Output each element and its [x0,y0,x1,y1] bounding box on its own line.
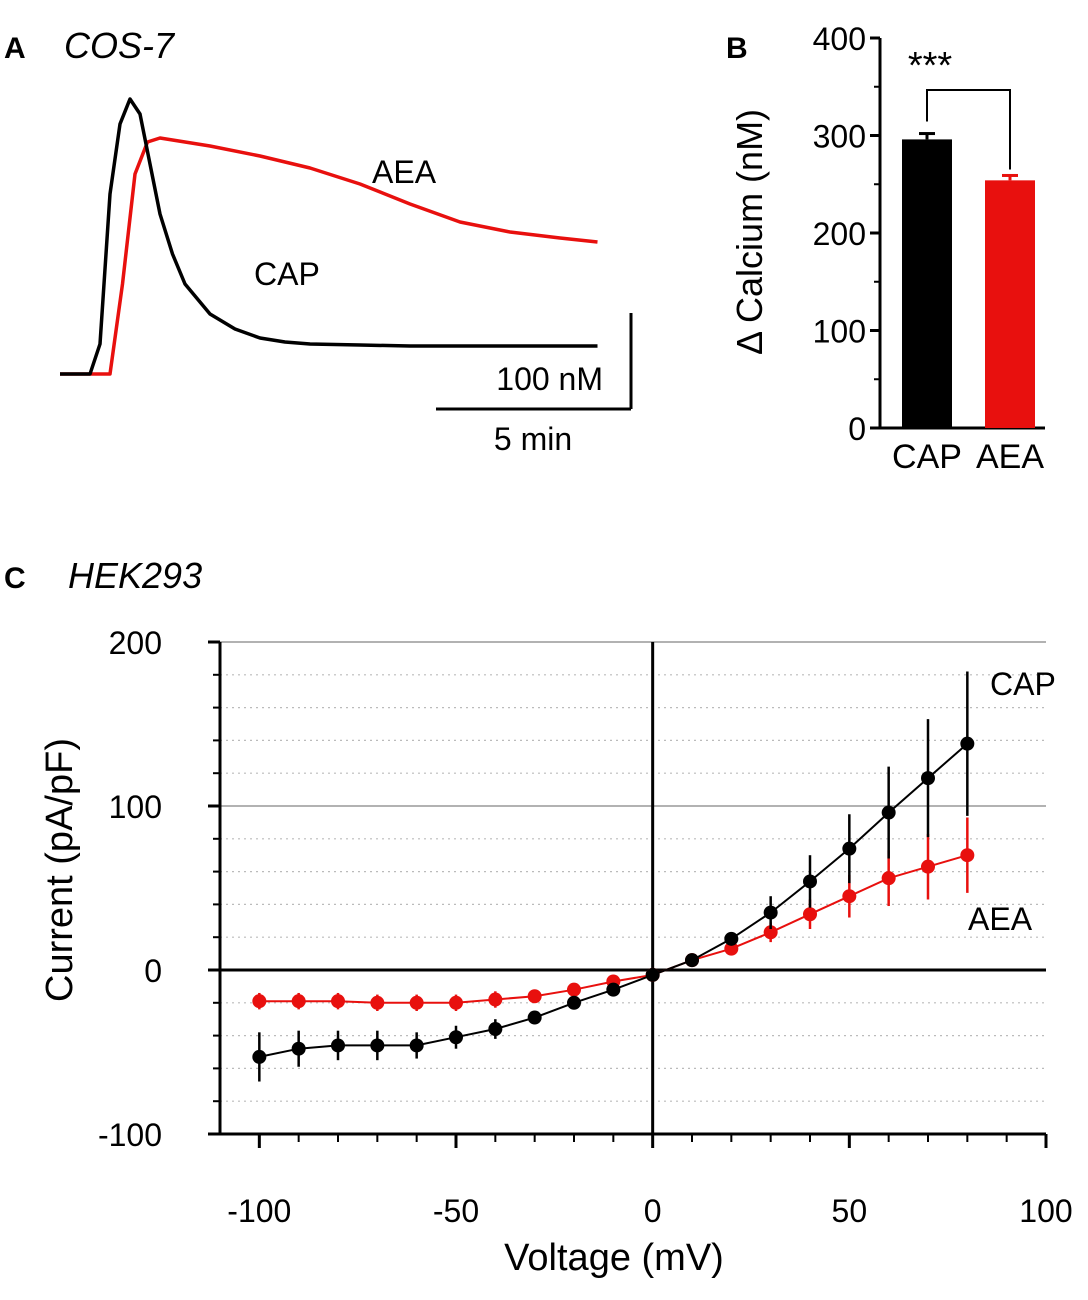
point-cap [488,1022,503,1037]
y-tick-label: 0 [144,953,162,989]
y-tick-label: 100 [109,789,162,825]
point-aea [291,994,306,1009]
point-aea [527,989,542,1004]
bar-cap [902,139,952,428]
point-aea [763,925,778,940]
panel-b-tick-label: 100 [813,314,866,350]
point-aea [370,995,385,1010]
x-tick-label: -100 [227,1193,291,1229]
x-tick-label: 0 [644,1193,662,1229]
panel-c-label-cap: CAP [990,666,1056,702]
point-aea [724,941,739,956]
point-cap [645,967,660,982]
x-tick-label: -50 [433,1193,479,1229]
y-tick-label: 200 [109,625,162,661]
panel-c-xlabel: Voltage (mV) [504,1237,724,1279]
y-tick-label: -100 [98,1117,162,1153]
panel-b-significance: *** [908,45,953,87]
point-aea [449,995,463,1010]
point-cap [921,771,935,786]
point-cap [881,805,896,820]
significance-bracket [926,89,1011,170]
point-cap [606,982,621,997]
panel-a-letter: A [4,32,26,65]
panel-b-letter: B [726,32,748,65]
point-cap [960,736,975,751]
panel-a-cell-line: COS-7 [64,25,176,66]
point-cap [449,1030,463,1045]
point-cap [331,1038,345,1053]
point-cap [409,1038,424,1053]
line-cap [259,742,968,1058]
point-aea [803,907,817,922]
point-cap [842,841,857,856]
panel-b-category-label: AEA [976,438,1044,476]
panel-a-label-cap: CAP [254,256,320,292]
point-cap [252,1049,267,1064]
panel-b-tick-label: 300 [813,119,866,155]
panel-b-tick-label: 400 [813,21,866,57]
trace-cap [60,97,598,376]
point-aea [881,871,896,886]
point-cap [763,905,778,920]
point-aea [252,994,267,1009]
panel-c-iv-plot: -100 0 100 200 -100 -50 0 50 100 [98,625,1073,1229]
point-aea [488,992,503,1007]
scalebar-y-label: 100 nM [496,361,603,397]
point-aea [331,994,345,1009]
bar-aea [985,180,1035,428]
panel-c-ylabel: Current (pA/pF) [39,738,81,1002]
panel-c-label-aea: AEA [968,901,1033,937]
panel-a-label-aea: AEA [372,154,437,190]
panel-b-category-label: CAP [892,438,962,476]
point-cap [567,995,581,1010]
point-cap [724,931,739,946]
panel-c-cell-line: HEK293 [68,555,202,596]
point-cap [685,953,699,968]
point-cap [291,1041,306,1056]
point-cap [527,1010,542,1025]
point-aea [960,848,975,863]
point-aea [409,995,424,1010]
panel-a-traces [60,97,598,376]
point-aea [921,859,935,874]
scalebar-x-label: 5 min [494,421,572,457]
panel-b-bars: 0 100 200 300 400 CAP AEA [813,21,1045,476]
panel-b-tick-label: 200 [813,216,866,252]
point-aea [567,982,581,997]
x-tick-label: 100 [1019,1193,1072,1229]
trace-aea [60,136,598,376]
panel-b-ylabel: Δ Calcium (nM) [729,109,770,355]
x-tick-label: 50 [832,1193,868,1229]
point-cap [803,874,817,889]
point-cap [370,1038,385,1053]
panel-b-tick-label: 0 [848,411,866,447]
panel-c-letter: C [4,562,26,595]
point-aea [842,889,857,904]
